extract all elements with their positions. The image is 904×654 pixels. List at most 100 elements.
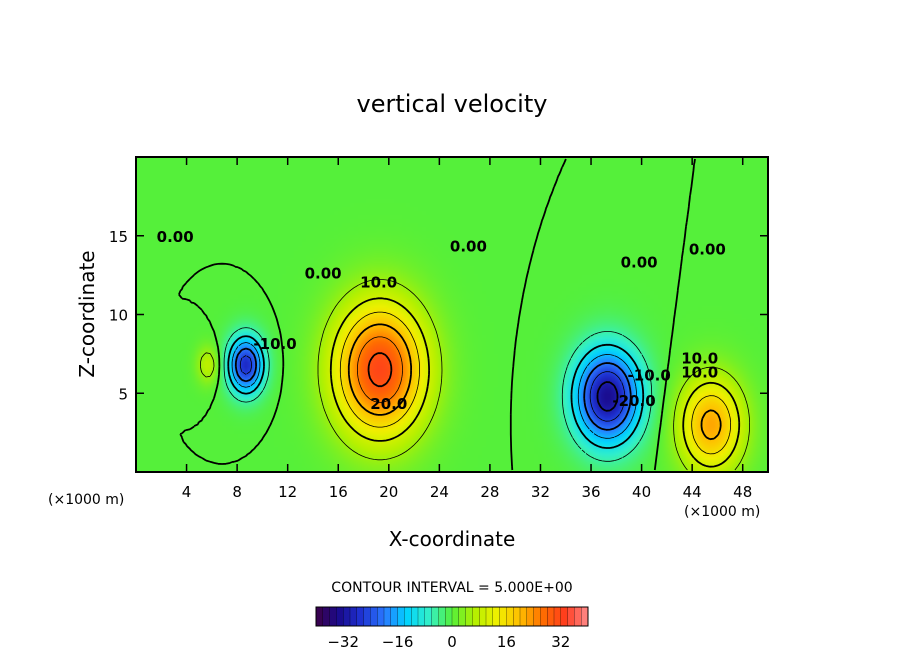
y-tick-label: 15 xyxy=(109,228,128,246)
colorbar-cell xyxy=(363,606,371,627)
colorbar-cell xyxy=(417,606,426,627)
colorbar: −32 −16 0 16 32 xyxy=(315,606,589,651)
contour-line xyxy=(227,335,645,449)
contour-labels: 0.000.000.000.000.0010.020.010.010.0-10.… xyxy=(157,228,726,413)
contour-line xyxy=(339,311,731,455)
colorbar-cell xyxy=(356,606,365,627)
colorbar-cell xyxy=(485,606,494,627)
colorbar-tick-label: 32 xyxy=(551,633,570,651)
contour-line xyxy=(239,355,626,422)
contour-line xyxy=(367,352,393,388)
x-tick-label: 32 xyxy=(531,483,550,501)
colorbar-frame xyxy=(315,606,589,627)
colorbar-cell xyxy=(349,606,358,627)
contour-label: 0.00 xyxy=(157,228,194,246)
colorbar-cell xyxy=(411,606,419,627)
colorbar-cell xyxy=(329,606,337,627)
colorbar-tick-label: 16 xyxy=(497,633,516,651)
contour-label: 0.00 xyxy=(621,253,658,271)
x-units-left: (×1000 m) xyxy=(48,492,124,508)
colorbar-cell xyxy=(377,606,385,627)
colorbar-cell xyxy=(404,606,412,627)
colorbar-cell xyxy=(499,606,507,627)
colorbar-cell xyxy=(513,606,521,627)
y-axis-ticks: 5 10 15 xyxy=(109,228,768,403)
contour-line xyxy=(234,347,632,431)
x-tick-label: 8 xyxy=(232,483,242,501)
colorbar-cell xyxy=(533,606,541,627)
x-tick-label: 40 xyxy=(632,483,651,501)
colorbar-tick-label: −32 xyxy=(327,633,359,651)
colorbar-cell xyxy=(390,606,399,627)
colorbar-cell xyxy=(553,606,562,627)
contour-line xyxy=(357,336,403,403)
colorbar-cell xyxy=(540,606,548,627)
colorbar-cell xyxy=(315,606,324,627)
x-axis-title: X-coordinate xyxy=(389,527,516,551)
y-tick-label: 5 xyxy=(118,385,128,403)
colorbar-cell xyxy=(567,606,575,627)
x-tick-label: 28 xyxy=(480,483,499,501)
colorbar-cell xyxy=(322,606,331,627)
colorbar-cell xyxy=(526,606,535,627)
colorbar-cell xyxy=(560,606,569,627)
contour-label: 0.00 xyxy=(450,238,487,256)
colorbar-cell xyxy=(458,606,467,627)
colorbar-cell xyxy=(472,606,480,627)
contour-lines xyxy=(178,158,750,471)
x-tick-label: 16 xyxy=(329,483,348,501)
colorbar-cell xyxy=(336,606,344,627)
colorbar-cell xyxy=(519,606,528,627)
colorbar-cell xyxy=(479,606,487,627)
contour-line xyxy=(231,342,637,439)
contour-interval-label: CONTOUR INTERVAL = 5.000E+00 xyxy=(331,580,572,596)
contour-label: 10.0 xyxy=(681,364,718,382)
contour-label: 0.00 xyxy=(689,241,726,259)
y-tick-label: 10 xyxy=(109,307,128,325)
x-tick-label: 44 xyxy=(683,483,702,501)
colorbar-cell xyxy=(343,606,351,627)
x-tick-label: 20 xyxy=(379,483,398,501)
x-units-right: (×1000 m) xyxy=(684,504,760,520)
x-axis-ticks: 4 8 12 16 20 24 28 32 36 40 44 48 xyxy=(182,157,752,501)
contour-line xyxy=(596,381,619,412)
contour-label: -10.0 xyxy=(628,367,671,385)
contour-label: -10.0 xyxy=(253,335,296,353)
contour-label: 10.0 xyxy=(360,274,397,292)
contour-label: 10.0 xyxy=(681,349,718,367)
colorbar-cell xyxy=(574,606,582,627)
velocity-field xyxy=(136,157,768,472)
colorbar-cell xyxy=(547,606,555,627)
colorbar-cell xyxy=(424,606,433,627)
colorbar-tick-label: 0 xyxy=(447,633,457,651)
contour-label: 20.0 xyxy=(370,395,407,413)
colorbar-cell xyxy=(465,606,473,627)
x-tick-label: 36 xyxy=(581,483,600,501)
x-tick-label: 12 xyxy=(278,483,297,501)
colorbar-cell xyxy=(370,606,378,627)
plot-area: 0.000.000.000.000.0010.020.010.010.0-10.… xyxy=(109,156,769,501)
colorbar-cell xyxy=(451,606,460,627)
colorbar-cell xyxy=(492,606,501,627)
colorbar-tick-label: −16 xyxy=(382,633,414,651)
contour-line xyxy=(223,327,653,462)
x-tick-label: 24 xyxy=(430,483,449,501)
contour-label: 0.00 xyxy=(305,264,342,282)
colorbar-cell xyxy=(445,606,453,627)
contour-line xyxy=(200,279,750,471)
x-tick-label: 4 xyxy=(182,483,192,501)
y-axis-title: Z-coordinate xyxy=(75,250,99,377)
contour-line xyxy=(347,323,722,441)
colorbar-cell xyxy=(397,606,405,627)
colorbar-cell xyxy=(506,606,514,627)
contour-label: -20.0 xyxy=(612,392,655,410)
contour-line xyxy=(329,297,741,468)
colorbar-cell xyxy=(383,606,392,627)
colorbar-cell xyxy=(438,606,446,627)
colorbar-cell xyxy=(581,606,589,627)
chart-title: vertical velocity xyxy=(357,90,548,118)
contour-line xyxy=(178,158,696,471)
colorbar-cell xyxy=(431,606,439,627)
x-tick-label: 48 xyxy=(733,483,752,501)
